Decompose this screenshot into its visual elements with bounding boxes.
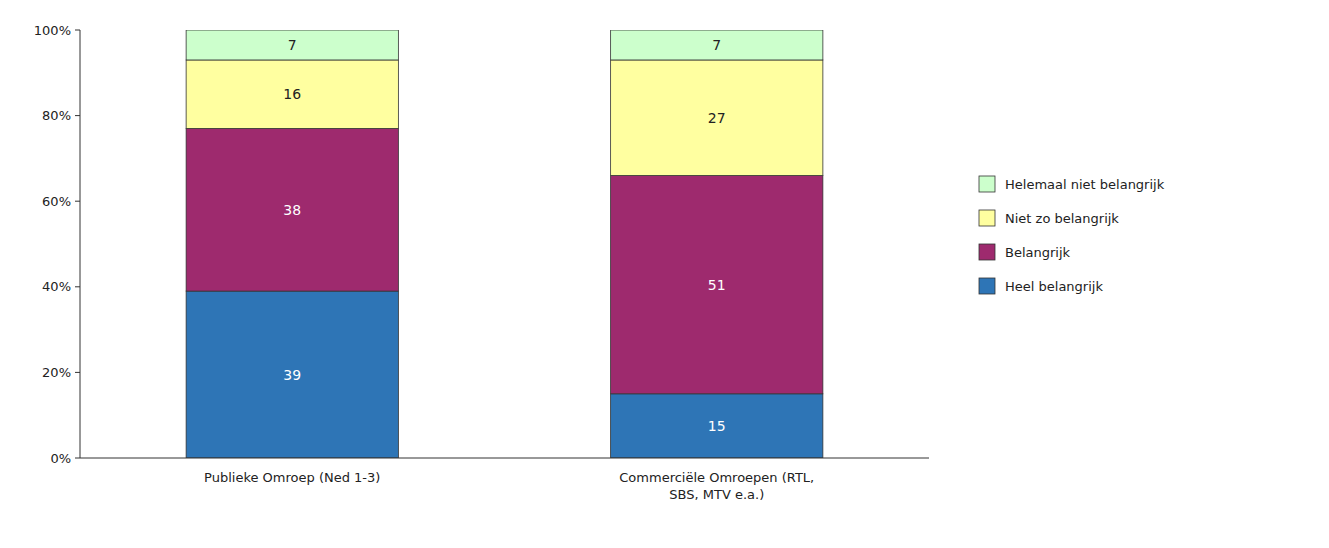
legend-swatch — [979, 244, 995, 260]
bar-segment — [611, 30, 823, 60]
y-tick-label: 40% — [42, 279, 71, 294]
chart-svg: 39 15 38 51 16 27 7 7 0% 20% 40% 60% 80% 100% Publieke… — [0, 0, 1329, 548]
y-tick — [75, 30, 80, 31]
y-tick — [75, 286, 80, 287]
chart-container: 39 15 38 51 16 27 7 7 0% 20% 40% 60% 80% 100% Publieke… — [0, 0, 1329, 548]
bar-segment — [186, 128, 398, 291]
data-label: 39 — [283, 367, 301, 383]
y-tick — [75, 458, 80, 459]
x-axis-line — [80, 458, 929, 459]
x-tick-label: Publieke Omroep (Ned 1-3) — [204, 470, 380, 485]
y-tick — [75, 115, 80, 116]
legend-label: Belangrijk — [1005, 245, 1071, 260]
data-label: 16 — [283, 86, 301, 102]
data-label: 7 — [712, 37, 721, 53]
y-tick — [75, 372, 80, 373]
y-tick — [75, 201, 80, 202]
data-label: 15 — [708, 418, 726, 434]
data-labels: 39 15 38 51 16 27 7 7 — [283, 37, 725, 434]
x-tick-label-line: Publieke Omroep (Ned 1-3) — [204, 470, 380, 485]
legend: Helemaal niet belangrijk Niet zo belangri… — [979, 176, 1165, 294]
bar-segment — [611, 60, 823, 176]
y-tick-label: 100% — [34, 23, 71, 38]
x-tick-label-line: Commerciële Omroepen (RTL, — [619, 470, 814, 485]
y-tick-label: 80% — [42, 108, 71, 123]
x-tick-label-line: SBS, MTV e.a.) — [669, 487, 764, 502]
bar-segment — [611, 394, 823, 458]
bars — [186, 30, 823, 458]
data-label: 7 — [288, 37, 297, 53]
y-tick-label: 60% — [42, 194, 71, 209]
data-label: 38 — [283, 202, 301, 218]
data-label: 27 — [708, 110, 726, 126]
y-axis-line — [80, 30, 81, 458]
legend-label: Heel belangrijk — [1005, 279, 1103, 294]
x-tick-label: Commerciële Omroepen (RTL, SBS, MTV e.a.) — [619, 470, 814, 502]
bar-segment — [186, 291, 398, 458]
y-tick-label: 0% — [50, 451, 71, 466]
y-tick-label: 20% — [42, 365, 71, 380]
legend-swatch — [979, 176, 995, 192]
legend-swatch — [979, 278, 995, 294]
bar-segment — [611, 176, 823, 394]
bar-segment — [186, 60, 398, 128]
data-label: 51 — [708, 277, 726, 293]
legend-swatch — [979, 210, 995, 226]
bar-segment — [186, 30, 398, 60]
legend-label: Helemaal niet belangrijk — [1005, 177, 1165, 192]
legend-label: Niet zo belangrijk — [1005, 211, 1119, 226]
